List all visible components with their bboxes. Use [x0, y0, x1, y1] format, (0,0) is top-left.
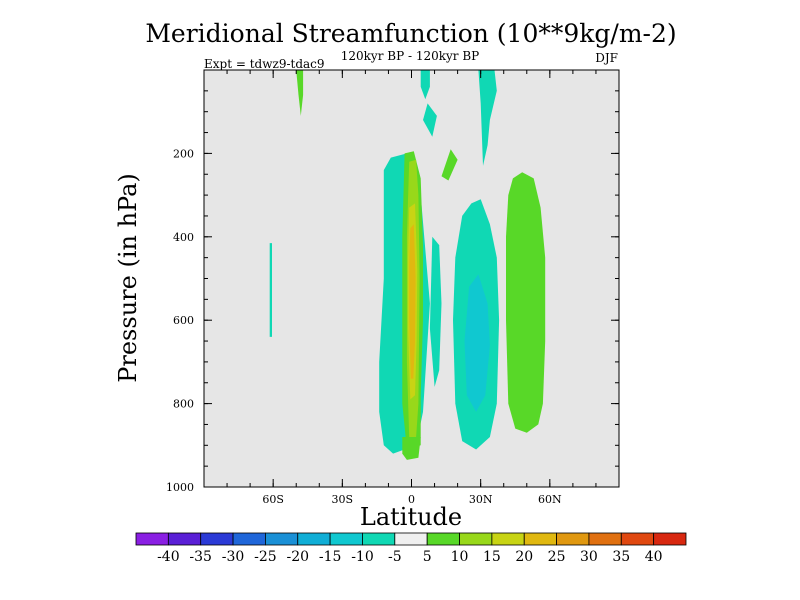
- colorbar-level-label: -15: [319, 549, 342, 565]
- experiment-label: Expt = tdwz9-tdac9: [204, 57, 325, 71]
- y-tick-label: 400: [173, 231, 194, 244]
- colorbar-swatch: [620, 532, 655, 546]
- colorbar-swatch: [232, 532, 266, 546]
- contour-region-cyan-top-eq: [420, 70, 430, 100]
- x-tick-label: 60N: [538, 493, 562, 506]
- axis-ticks: 60S 30S 0 30N 60N 200 400 600 800 1000: [166, 70, 619, 506]
- colorbar-level-label: 15: [483, 549, 501, 565]
- contour-region-cyan-upper-ne: [478, 70, 497, 166]
- colorbar-level-label: -5: [388, 549, 402, 565]
- colorbar-swatch: [362, 532, 396, 546]
- contour-region-green-foot: [402, 437, 421, 460]
- colorbar-level-label: -10: [351, 549, 374, 565]
- contour-regions: [269, 70, 546, 460]
- colorbar-level-label: 30: [580, 549, 598, 565]
- x-tick-label: 60S: [262, 493, 284, 506]
- colorbar-swatch: [426, 532, 460, 546]
- colorbar-swatch: [297, 532, 331, 546]
- colorbar: -40 -35 -30 -25 -20 -15 -10 -5 5 10 15 20 25 30 35 40: [135, 532, 687, 565]
- colorbar-level-label: 25: [548, 549, 566, 565]
- colorbar-swatch: [200, 532, 234, 546]
- contour-region-cyan-thin-sh: [269, 243, 272, 337]
- contour-region-green-east: [506, 172, 546, 433]
- contour-region-cyan-ne-dark: [464, 274, 490, 412]
- x-tick-label: 0: [408, 493, 415, 506]
- colorbar-level-label: -40: [157, 549, 180, 565]
- chart-subtitle: 120kyr BP - 120kyr BP: [341, 49, 479, 63]
- contour-region-cyan-eq-small: [423, 103, 437, 137]
- colorbar-level-label: 20: [515, 549, 533, 565]
- colorbar-level-label: 5: [423, 549, 432, 565]
- x-axis-label: Latitude: [360, 503, 462, 531]
- chart-title: Meridional Streamfunction (10**9kg/m-2): [145, 19, 676, 48]
- contour-region-green-small-n: [441, 149, 458, 181]
- colorbar-level-label: -30: [222, 549, 245, 565]
- y-tick-label: 600: [173, 314, 194, 327]
- y-axis-label: Pressure (in hPa): [114, 173, 142, 383]
- colorbar-swatch: [556, 532, 590, 546]
- colorbar-level-label: -35: [189, 549, 212, 565]
- colorbar-swatch: [167, 532, 202, 546]
- x-tick-label: 30S: [332, 493, 354, 506]
- colorbar-level-label: 10: [451, 549, 469, 565]
- colorbar-swatch: [588, 532, 622, 546]
- x-tick-label: 30N: [469, 493, 493, 506]
- colorbar-swatch: [653, 532, 687, 546]
- colorbar-swatch: [329, 532, 363, 546]
- colorbar-level-label: -25: [254, 549, 277, 565]
- colorbar-swatch: [523, 532, 557, 546]
- colorbar-swatch: [394, 532, 428, 546]
- colorbar-level-label: -20: [286, 549, 309, 565]
- colorbar-swatch: [459, 532, 493, 546]
- contour-region-green-left-top: [296, 70, 304, 116]
- colorbar-swatch: [135, 532, 169, 546]
- y-tick-label: 1000: [166, 481, 194, 494]
- colorbar-level-label: 35: [612, 549, 630, 565]
- y-tick-label: 800: [173, 398, 194, 411]
- contour-region-cyan-band-se: [429, 236, 442, 387]
- season-label: DJF: [595, 51, 618, 65]
- colorbar-level-label: 40: [645, 549, 663, 565]
- y-tick-label: 200: [173, 147, 194, 160]
- colorbar-swatch: [491, 532, 525, 546]
- contour-region-orange-core: [409, 224, 416, 379]
- colorbar-swatch: [265, 532, 299, 546]
